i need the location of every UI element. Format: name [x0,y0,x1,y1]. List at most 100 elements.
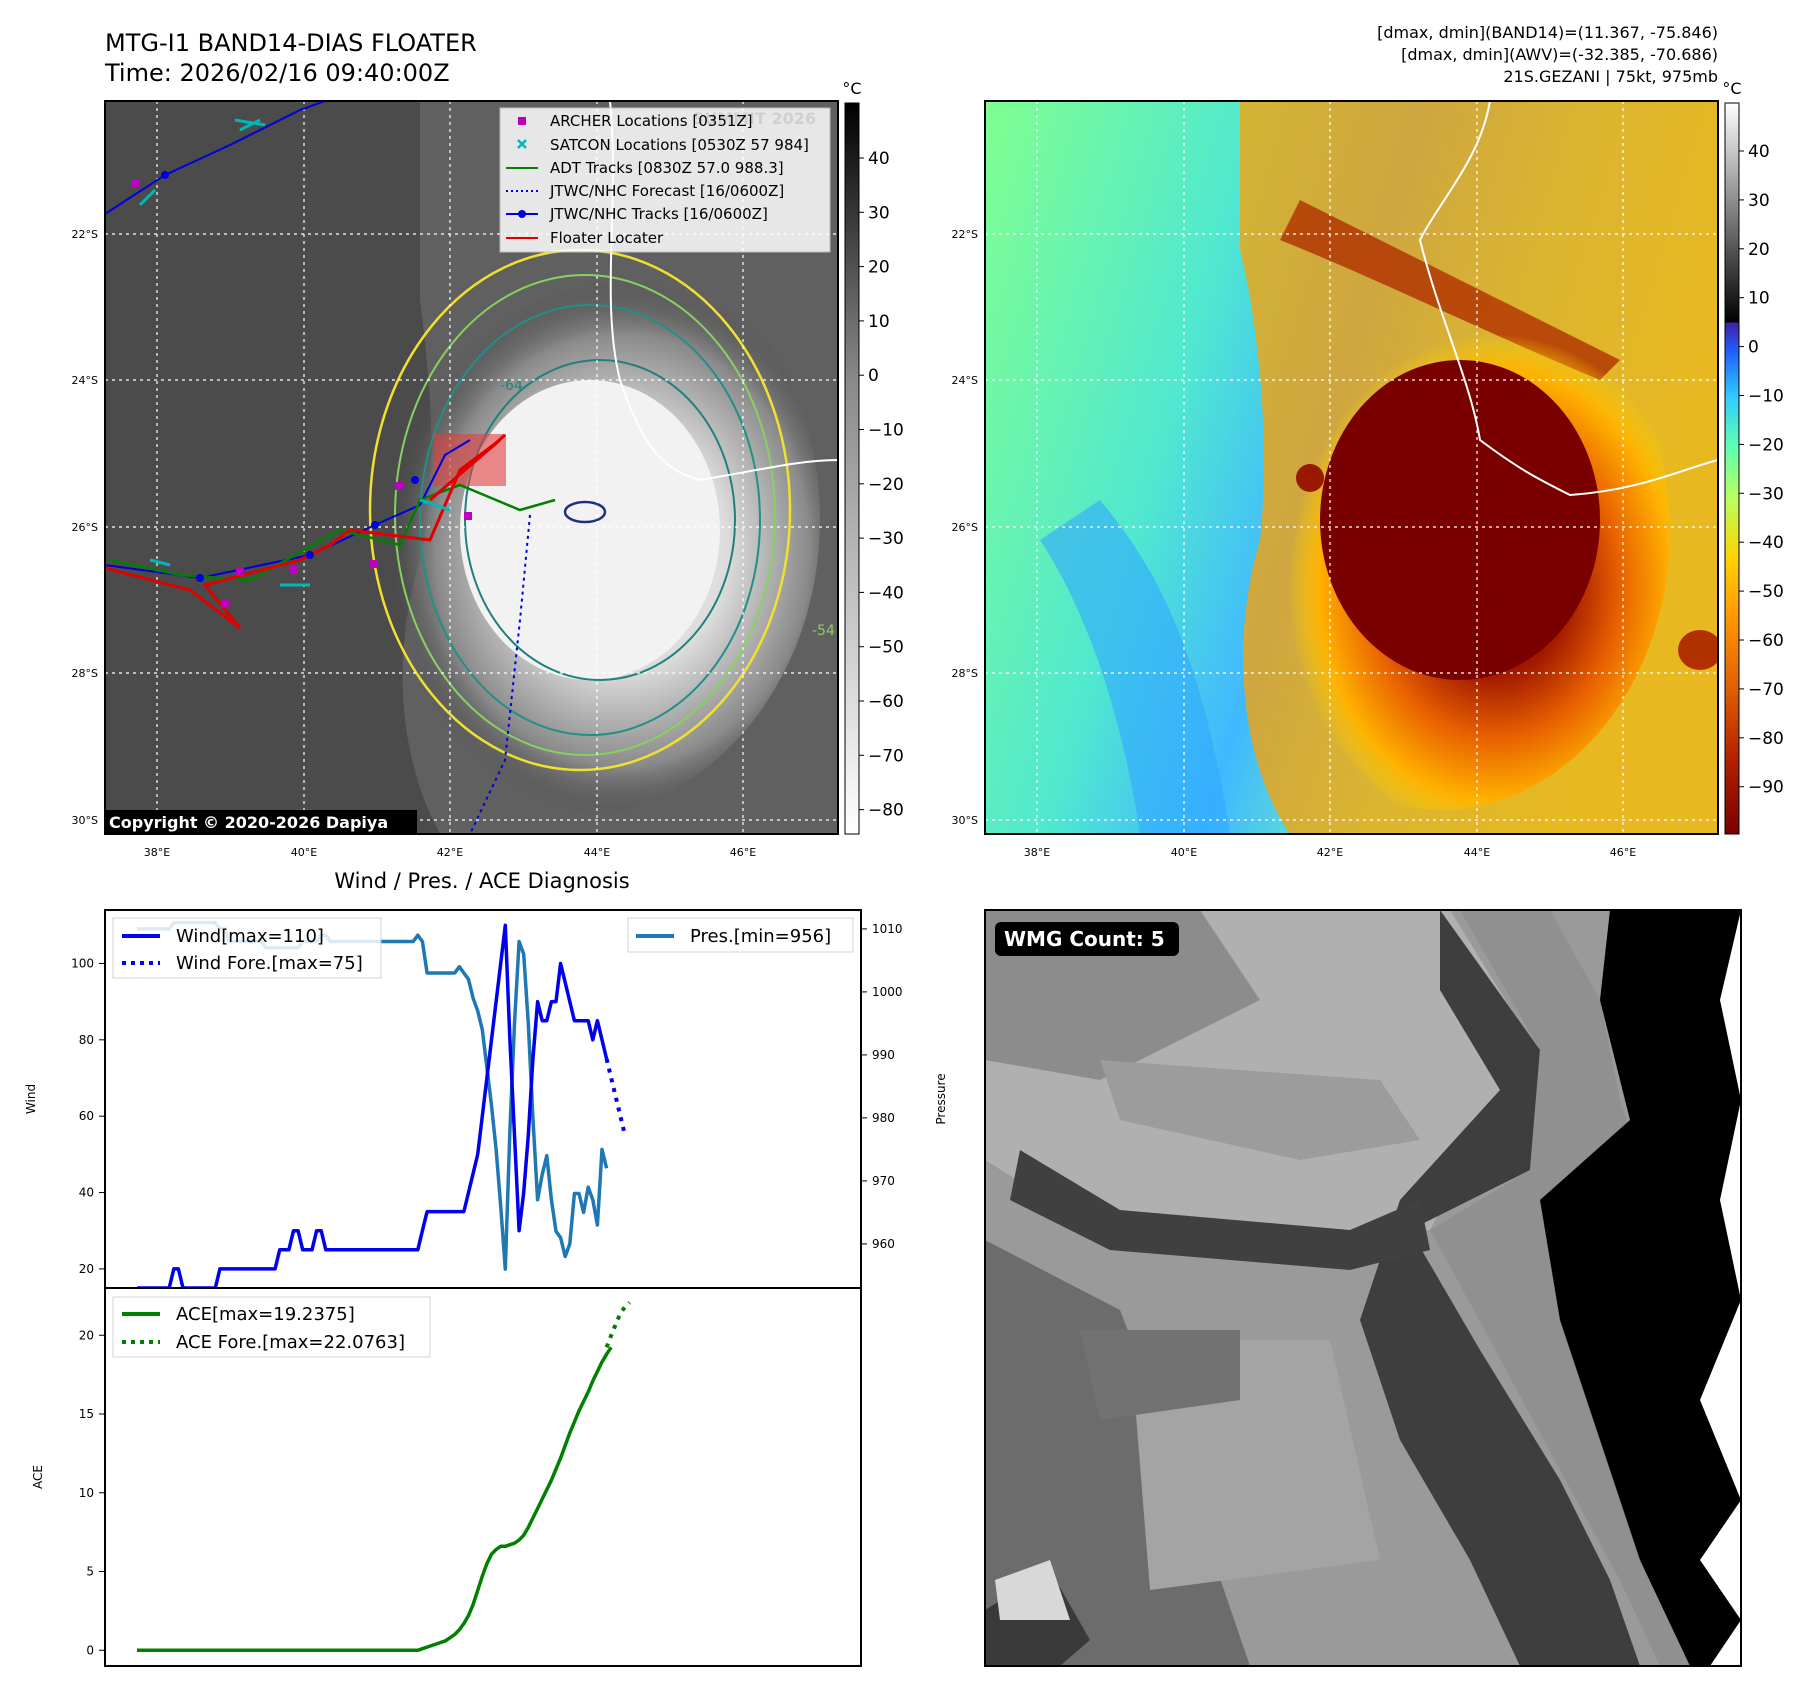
wind-ytick-label: 100 [71,956,94,970]
stats-awv: [dmax, dmin](AWV)=(-32.385, -70.686) [1401,45,1718,64]
gray-colorbar-unit: °C [842,79,861,98]
ace-ytick-label: 20 [79,1328,94,1342]
ace-ytick-label: 10 [79,1486,94,1500]
wind-ytick-label: 40 [79,1186,94,1200]
ace-ytick-label: 15 [79,1407,94,1421]
ir-map-frame [104,100,839,835]
satcon-points [138,118,451,587]
color-colorbar-tick-label: −60 [1748,631,1784,651]
convective-cell-east [1678,630,1718,670]
pres-ytick-label: 1000 [872,985,903,999]
gray-colorbar-tick-label: −40 [868,583,904,603]
color-colorbar-tick-label: 30 [1748,191,1770,211]
figure-time: Time: 2026/02/16 09:40:00Z [104,59,450,87]
lon-label-40: 40°E [291,846,317,859]
jtwc-track-north [105,101,326,215]
legend-forecast: JTWC/NHC Forecast [16/0600Z] [549,182,784,200]
wmg-patch [1100,1060,1420,1160]
gray-colorbar-fill [844,102,860,835]
figure-title: MTG-I1 BAND14-DIAS FLOATER [105,29,477,57]
lon-label-44: 44°E [584,846,610,859]
gray-colorbar-tick-label: −60 [868,692,904,712]
stats-band14: [dmax, dmin](BAND14)=(11.367, -75.846) [1377,23,1718,42]
color-colorbar-tick-label: −10 [1748,387,1784,407]
r-lon-label-44: 44°E [1464,846,1490,859]
wind-pressure-panel: 20 40 60 80 100 960 970 980 990 1000 1010 Wind Pr… [24,909,948,1290]
lat-label-26: 26°S [72,521,98,534]
gray-colorbar-tick-label: 10 [868,312,890,332]
wmg-count: WMG Count: 5 [1004,927,1165,951]
r-lon-label-40: 40°E [1171,846,1197,859]
color-colorbar-tick-label: −80 [1748,729,1784,749]
color-map-axis-labels: 22°S 24°S 26°S 28°S 30°S 38°E 40°E 42°E … [952,228,1637,859]
ace-panel: 0 5 10 15 20 ACE ACE[max=19.2375] ACE Fore.[… [31,1287,862,1667]
pressure-axis-label: Pressure [934,1073,948,1124]
ace-forecast-line [604,1301,631,1349]
legend-tracks: JTWC/NHC Tracks [16/0600Z] [549,205,768,223]
wmg-frame [984,909,1742,1667]
wmg-dark-band [1360,910,1640,1666]
lat-label-24: 24°S [72,374,98,387]
copyright: Copyright © 2020-2026 Dapiya [109,813,388,832]
legend-archer-icon [518,117,526,125]
lat-label-30: 30°S [72,814,98,827]
coastline-color [1418,101,1718,497]
color-colorbar-tick-label: 20 [1748,240,1770,260]
track-legend: SUMMIT 2026 ARCHER Locations [0351Z] SAT… [499,107,831,253]
color-colorbar-tick-label: −50 [1748,582,1784,602]
legend-archer: ARCHER Locations [0351Z] [550,112,753,130]
gray-colorbar-tick-label: −70 [868,746,904,766]
color-colorbar-tick-label: −30 [1748,484,1784,504]
wmg-ring-fragment [1080,1330,1240,1420]
r-lat-label-22: 22°S [952,228,978,241]
watermark: SUMMIT 2026 [693,109,816,128]
gray-colorbar-tick-label: 40 [868,149,890,169]
pres-ytick-label: 1010 [872,922,903,936]
r-lon-label-46: 46°E [1610,846,1636,859]
wind-forecast-line [604,1058,627,1136]
lon-label-38: 38°E [144,846,170,859]
color-colorbar-tick-label: 40 [1748,142,1770,162]
pres-ytick-label: 970 [872,1174,895,1188]
gray-colorbar-tick-label: −10 [868,421,904,441]
wind-ytick-label: 60 [79,1109,94,1123]
lat-label-28: 28°S [72,667,98,680]
gray-colorbar-tick-label: 20 [868,258,890,278]
convective-cell [1296,464,1324,492]
gray-colorbar-tick-label: 0 [868,366,879,386]
gray-colorbar-tick-label: 30 [868,203,890,223]
archer-points [131,179,472,608]
r-lat-label-28: 28°S [952,667,978,680]
color-map-frame [984,100,1719,835]
wind-legend-label: Wind[max=110] [176,926,324,947]
stats-storm: 21S.GEZANI | 75kt, 975mb [1503,67,1718,86]
color-colorbar-tick-label: 0 [1748,338,1759,358]
wmg-edge-white [1700,910,1741,1666]
legend-adt: ADT Tracks [0830Z 57.0 988.3] [550,159,784,177]
gray-colorbar-tick-label: −80 [868,801,904,821]
color-colorbar-fill [1724,102,1740,835]
lon-label-46: 46°E [730,846,756,859]
pres-ytick-label: 980 [872,1111,895,1125]
gray-colorbar: °C 40 30 20 10 0 −10 −20 −30 −40 −50 −60 −70 −80 [842,79,904,835]
pres-legend-label: Pres.[min=956] [690,926,831,947]
wmg-eyewall-edge [1010,1150,1430,1270]
pres-ytick-label: 990 [872,1048,895,1062]
wmg-light-patch [995,1560,1070,1620]
lon-label-42: 42°E [437,846,463,859]
gray-colorbar-tick-label: −50 [868,638,904,658]
jtwc-points [161,171,419,582]
wind-ytick-label: 20 [79,1262,94,1276]
r-lat-label-26: 26°S [952,521,978,534]
wind-axis-label: Wind [24,1084,38,1114]
jtwc-forecast [469,514,531,834]
ace-legend-label: ACE[max=19.2375] [176,1304,355,1325]
ir-map-panel: -64 -54 [72,100,839,859]
ace-ytick-label: 5 [86,1565,94,1579]
lat-label-22: 22°S [72,228,98,241]
chart-title: Wind / Pres. / ACE Diagnosis [334,869,629,893]
color-colorbar-tick-label: −40 [1748,533,1784,553]
color-colorbar-unit: °C [1722,79,1741,98]
ir-map-axis-labels: 22°S 24°S 26°S 28°S 30°S 38°E 40°E 42°E … [72,228,757,859]
